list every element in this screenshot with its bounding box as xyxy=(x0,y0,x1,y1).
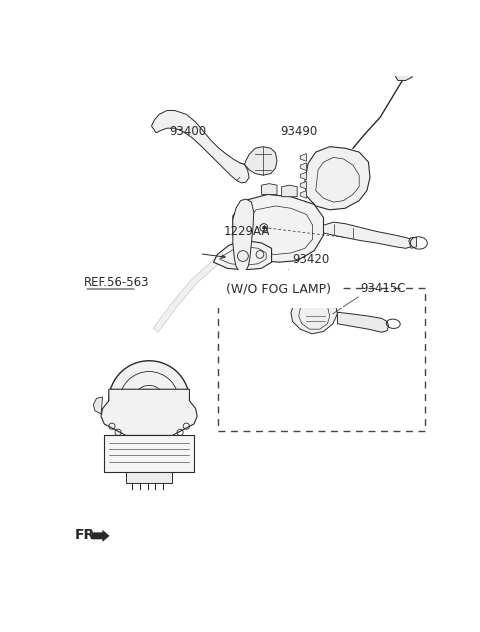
Circle shape xyxy=(262,226,265,229)
Text: 93490: 93490 xyxy=(281,125,318,138)
Text: 93415C: 93415C xyxy=(360,283,406,295)
Text: (W/O FOG LAMP): (W/O FOG LAMP) xyxy=(226,283,331,296)
Polygon shape xyxy=(93,397,103,414)
Text: 93420: 93420 xyxy=(292,253,330,266)
Polygon shape xyxy=(300,172,306,179)
Polygon shape xyxy=(300,181,306,189)
Text: 1229AA: 1229AA xyxy=(224,225,270,238)
Polygon shape xyxy=(324,222,413,248)
Polygon shape xyxy=(233,199,254,271)
Text: FR.: FR. xyxy=(75,528,101,542)
Polygon shape xyxy=(409,238,417,248)
Polygon shape xyxy=(152,111,249,183)
Polygon shape xyxy=(214,241,272,270)
Polygon shape xyxy=(393,62,413,80)
Text: REF.56-563: REF.56-563 xyxy=(84,276,150,289)
Polygon shape xyxy=(92,530,109,541)
Polygon shape xyxy=(305,147,370,210)
Polygon shape xyxy=(233,195,324,262)
Polygon shape xyxy=(244,147,277,175)
Polygon shape xyxy=(300,191,306,198)
Polygon shape xyxy=(104,435,194,472)
Polygon shape xyxy=(337,312,389,332)
Polygon shape xyxy=(300,163,306,171)
Polygon shape xyxy=(310,285,327,295)
Polygon shape xyxy=(126,472,172,483)
Polygon shape xyxy=(282,185,297,197)
Polygon shape xyxy=(101,389,197,435)
Polygon shape xyxy=(262,184,277,195)
Circle shape xyxy=(109,361,190,441)
Polygon shape xyxy=(223,271,262,302)
Polygon shape xyxy=(300,154,306,161)
Text: 93400: 93400 xyxy=(170,125,207,138)
Polygon shape xyxy=(291,295,337,334)
